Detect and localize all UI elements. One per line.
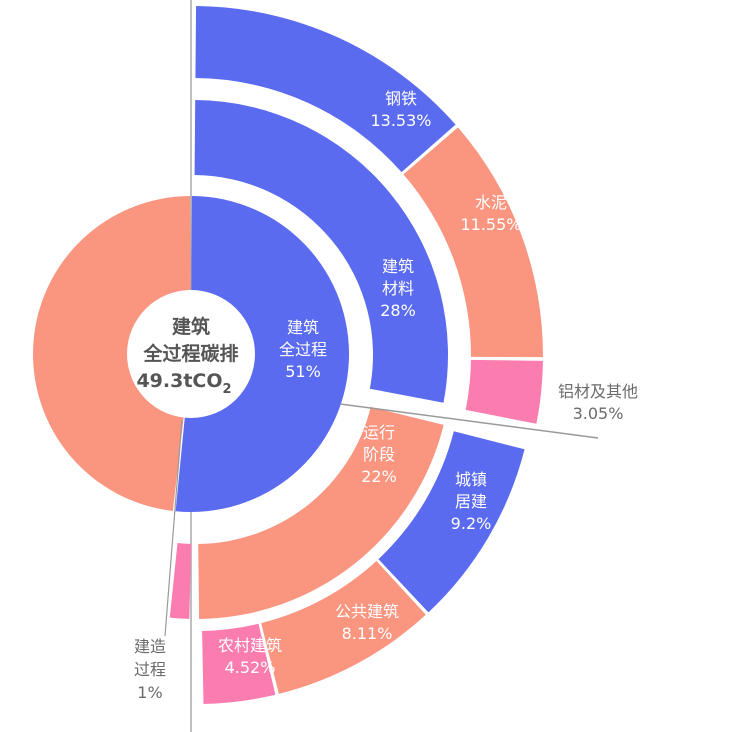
label-public-building: 公共建筑 8.11%	[335, 602, 399, 643]
segment-urban-residential[interactable]	[378, 431, 525, 613]
segment-inner-other[interactable]	[32, 196, 191, 511]
segment-rural-building[interactable]	[202, 623, 276, 704]
segment-inner-whole-process[interactable]	[175, 196, 349, 512]
segment-cement[interactable]	[403, 127, 543, 358]
center-title-line2: 全过程碳排	[142, 342, 238, 365]
segment-construction[interactable]	[169, 543, 192, 619]
label-steel: 钢铁 13.53%	[370, 89, 431, 130]
label-rural-building: 农村建筑 4.52%	[218, 636, 282, 677]
center-title-line3: 49.3tCO2	[136, 370, 231, 397]
label-materials: 建筑材料 28%	[380, 257, 416, 320]
label-construction: 建造过程 1%	[134, 637, 166, 702]
label-aluminum: 铝材及其他 3.05%	[558, 382, 638, 423]
label-urban-residential: 城镇居建 9.2%	[451, 470, 492, 533]
segment-aluminum[interactable]	[465, 359, 543, 424]
label-whole-process: 建筑全过程 51%	[279, 318, 327, 381]
segment-steel[interactable]	[195, 6, 456, 173]
center-hole	[127, 290, 255, 418]
segment-public-building[interactable]	[261, 561, 426, 694]
label-operation: 运行阶段 22%	[361, 423, 397, 486]
center-title-line1: 建筑	[172, 315, 210, 338]
materials-operation-divider-line	[339, 403, 599, 439]
segment-operation[interactable]	[198, 406, 444, 619]
label-cement: 水泥 11.55%	[460, 193, 521, 234]
construction-leader-line	[164, 419, 183, 637]
segment-materials[interactable]	[194, 100, 449, 403]
